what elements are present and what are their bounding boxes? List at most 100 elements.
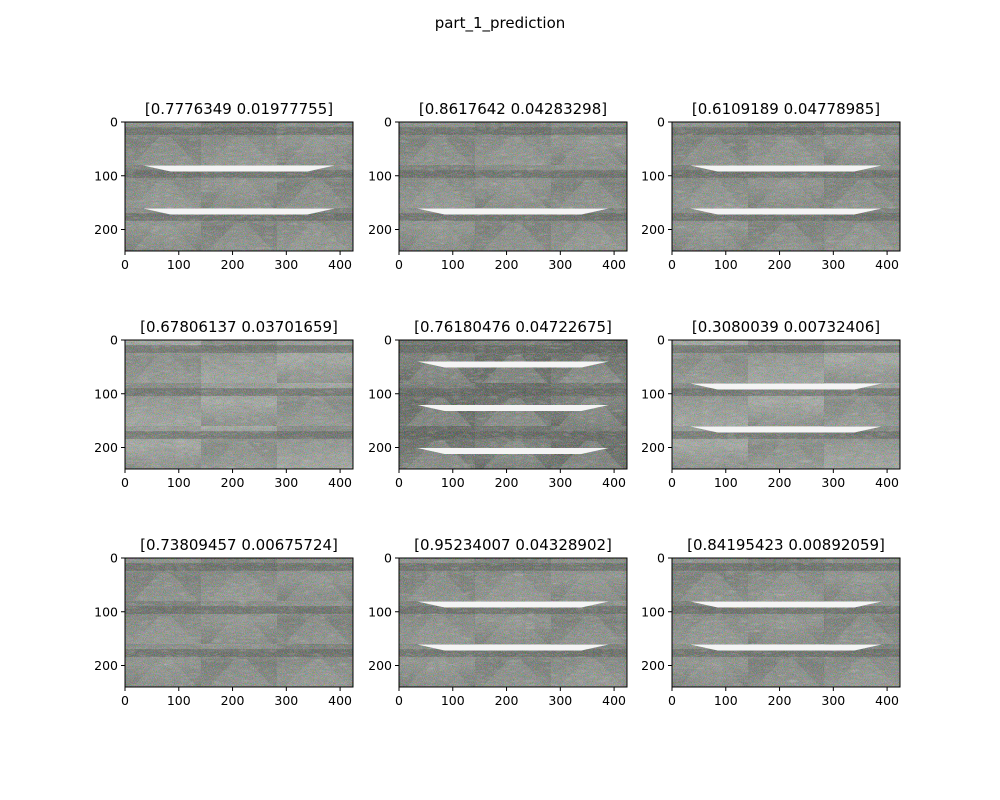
x-tick-label: 300 [821,257,845,272]
image-display [125,340,354,470]
y-tick-label: 0 [110,115,118,130]
x-tick-label: 400 [875,475,899,490]
y-tick-label: 0 [384,551,392,566]
x-tick-label: 300 [821,475,845,490]
sky-band [417,448,609,455]
y-tick-label: 0 [657,333,665,348]
x-tick-label: 0 [121,475,129,490]
image-display [672,340,901,470]
x-tick-label: 400 [328,257,352,272]
subplot-1: [0.7776349 0.01977755] 0 100 200 300 400 0 100 2… [94,100,354,272]
axes-frame [671,121,901,252]
x-tick-label: 200 [495,475,519,490]
image-display [399,122,628,252]
x-tick-label: 200 [495,693,519,708]
x-tick-label: 300 [274,693,298,708]
axes-frame [124,339,354,470]
y-tick-label: 200 [368,658,392,673]
image-display [125,122,354,252]
x-tick-label: 300 [548,693,572,708]
subplot-title: [0.76180476 0.04722675] [414,318,612,336]
subplot-7: [0.73809457 0.00675724] 0 100 200 300 400 0 100… [94,536,354,708]
subplot-title: [0.6109189 0.04778985] [692,100,880,118]
noise-overlay [399,558,627,687]
y-tick-label: 200 [641,440,665,455]
y-tick-label: 200 [641,658,665,673]
y-tick-label: 200 [641,222,665,237]
figure-title: part_1_prediction [435,14,566,33]
panel-grid: [0.7776349 0.01977755] 0 100 200 300 400 0 100 2… [94,100,901,708]
sky-band [690,208,882,215]
axes-frame [671,557,901,688]
y-tick-label: 100 [368,604,392,619]
y-tick-label: 100 [94,386,118,401]
subplot-9: [0.84195423 0.00892059] 0 100 200 300 400 0 100… [641,536,901,708]
x-tick-label: 400 [328,475,352,490]
x-tick-label: 300 [548,475,572,490]
y-tick-label: 0 [657,551,665,566]
sky-band [143,208,335,215]
sky-band [690,426,882,433]
x-tick-label: 400 [602,693,626,708]
sky-band [690,601,882,608]
axes-frame [398,557,628,688]
image-display [125,558,354,688]
y-tick-label: 200 [94,222,118,237]
noise-overlay [672,340,900,469]
subplot-title: [0.3080039 0.00732406] [692,318,880,336]
y-tick-label: 100 [641,386,665,401]
x-tick-label: 100 [441,475,465,490]
x-tick-label: 400 [328,693,352,708]
x-tick-label: 200 [495,257,519,272]
image-display [672,122,901,252]
y-tick-label: 0 [384,115,392,130]
y-tick-label: 200 [368,440,392,455]
x-tick-label: 0 [395,257,403,272]
x-tick-label: 200 [768,693,792,708]
x-tick-label: 0 [668,693,676,708]
x-tick-label: 100 [714,257,738,272]
image-display [399,558,628,688]
subplot-title: [0.8617642 0.04283298] [419,100,607,118]
subplot-title: [0.67806137 0.03701659] [140,318,338,336]
x-tick-label: 100 [441,693,465,708]
subplot-3: [0.6109189 0.04778985] 0 100 200 300 400 0 100 2… [641,100,901,272]
y-tick-label: 100 [641,168,665,183]
image-display [399,340,628,470]
y-tick-label: 100 [641,604,665,619]
sky-band [690,165,882,172]
subplot-title: [0.7776349 0.01977755] [145,100,333,118]
subplot-title: [0.73809457 0.00675724] [140,536,338,554]
sky-band [417,601,609,608]
x-tick-label: 0 [395,475,403,490]
x-tick-label: 300 [274,475,298,490]
y-tick-label: 0 [384,333,392,348]
x-tick-label: 200 [768,257,792,272]
x-tick-label: 200 [221,475,245,490]
axes-frame [671,339,901,470]
x-tick-label: 300 [548,257,572,272]
y-tick-label: 0 [657,115,665,130]
subplot-4: [0.67806137 0.03701659] 0 100 200 300 400 0 100… [94,318,354,490]
y-tick-label: 100 [368,386,392,401]
noise-overlay [399,122,627,251]
x-tick-label: 0 [121,257,129,272]
subplot-5: [0.76180476 0.04722675] 0 100 200 300 400 0 100… [368,318,628,490]
image-display [672,558,901,688]
y-tick-label: 0 [110,333,118,348]
noise-overlay [125,122,353,251]
noise-overlay [672,122,900,251]
y-tick-label: 100 [368,168,392,183]
subplot-2: [0.8617642 0.04283298] 0 100 200 300 400 0 100 2… [368,100,628,272]
x-tick-label: 400 [602,257,626,272]
y-tick-label: 200 [94,658,118,673]
sky-band [690,644,882,651]
x-tick-label: 300 [821,693,845,708]
y-tick-label: 100 [94,168,118,183]
x-tick-label: 200 [221,693,245,708]
noise-overlay [125,340,353,469]
x-tick-label: 200 [221,257,245,272]
x-tick-label: 0 [121,693,129,708]
sky-band [417,208,609,215]
